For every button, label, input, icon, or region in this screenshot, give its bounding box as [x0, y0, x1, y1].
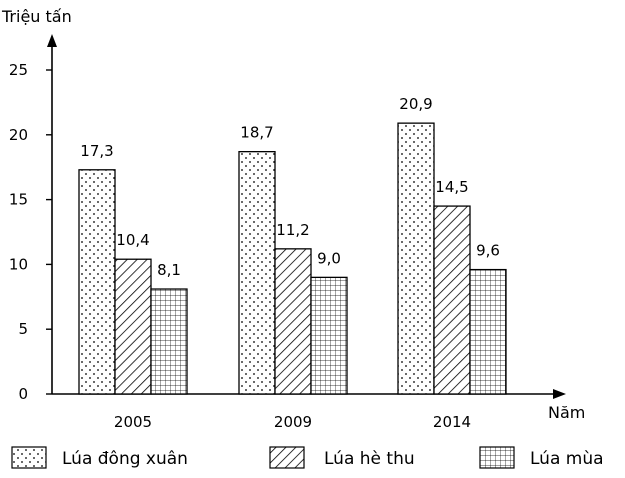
bar — [150, 288, 188, 395]
bar — [310, 276, 348, 395]
y-tick-label: 25 — [9, 61, 28, 79]
legend-label: Lúa hè thu — [324, 449, 415, 469]
data-label: 17,3 — [80, 142, 113, 160]
y-axis — [47, 34, 57, 394]
bars — [78, 122, 507, 395]
x-tick-label: 2009 — [274, 413, 312, 431]
bar — [114, 258, 152, 395]
data-label: 18,7 — [240, 124, 273, 142]
legend-swatch — [269, 446, 305, 469]
x-axis-title: Năm — [548, 403, 585, 422]
data-label: 11,2 — [276, 221, 309, 239]
x-ticks: 2005 2009 2014 — [114, 413, 471, 431]
legend-label: Lúa mùa — [530, 449, 604, 469]
legend-swatch — [11, 446, 47, 469]
legend: Lúa đông xuân Lúa hè thu Lúa mùa — [11, 446, 604, 469]
bar — [469, 268, 507, 395]
data-labels: 17,3 18,7 20,9 10,4 11,2 14,5 8,1 9,0 9,6 — [80, 95, 500, 279]
legend-label: Lúa đông xuân — [62, 449, 188, 469]
x-tick-label: 2014 — [433, 413, 471, 431]
y-tick-label: 20 — [9, 126, 28, 144]
x-tick-label: 2005 — [114, 413, 152, 431]
y-ticks: 0 5 10 15 20 25 — [9, 61, 52, 403]
y-tick-label: 0 — [18, 385, 28, 403]
legend-swatch — [479, 446, 515, 469]
data-label: 9,6 — [476, 242, 500, 260]
y-tick-label: 15 — [9, 191, 28, 209]
bar — [433, 205, 471, 395]
data-label: 20,9 — [399, 95, 432, 113]
bar — [397, 122, 435, 395]
bar — [78, 169, 116, 395]
y-tick-label: 5 — [18, 320, 28, 338]
bar — [274, 248, 312, 395]
bar — [238, 150, 276, 395]
data-label: 8,1 — [157, 261, 181, 279]
y-tick-label: 10 — [9, 255, 28, 273]
data-label: 14,5 — [435, 178, 468, 196]
data-label: 10,4 — [116, 231, 149, 249]
data-label: 9,0 — [317, 249, 341, 267]
y-axis-title: Triệu tấn — [1, 7, 72, 26]
